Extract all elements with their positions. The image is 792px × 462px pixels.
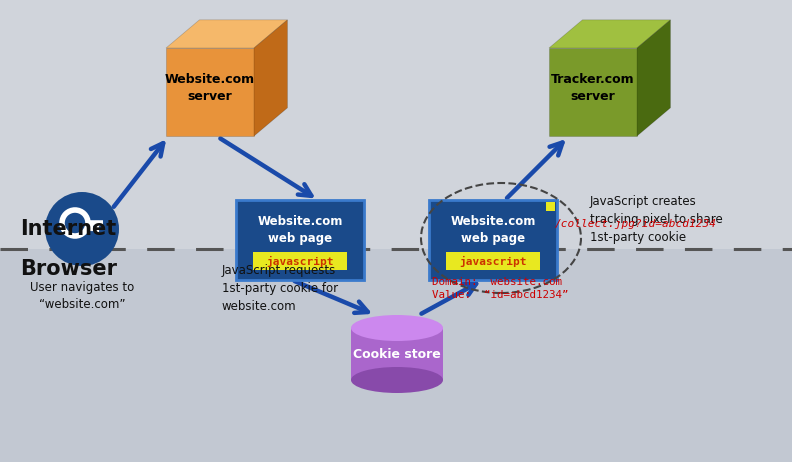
- Polygon shape: [166, 20, 287, 48]
- Text: Website.com
web page: Website.com web page: [451, 215, 535, 245]
- Polygon shape: [637, 20, 671, 136]
- Polygon shape: [549, 48, 637, 136]
- Polygon shape: [254, 20, 287, 136]
- Bar: [546, 202, 555, 211]
- Bar: [351, 328, 443, 380]
- Polygon shape: [549, 20, 671, 48]
- FancyBboxPatch shape: [253, 252, 348, 270]
- FancyBboxPatch shape: [429, 200, 557, 280]
- Text: /collect.jpg?id=abcd1234: /collect.jpg?id=abcd1234: [555, 219, 717, 230]
- Text: javascript: javascript: [459, 255, 527, 267]
- Circle shape: [45, 192, 119, 266]
- Text: Domain:  website.com: Domain: website.com: [432, 277, 562, 287]
- Text: Internet: Internet: [20, 219, 116, 239]
- Circle shape: [70, 218, 80, 228]
- Bar: [0, 0, 792, 249]
- Text: Browser: Browser: [20, 260, 117, 280]
- Text: JavaScript creates
tracking pixel to share
1st-party cookie: JavaScript creates tracking pixel to sha…: [590, 195, 723, 244]
- Text: Website.com
server: Website.com server: [165, 73, 255, 103]
- Text: Value:  “id=abcd1234”: Value: “id=abcd1234”: [432, 290, 569, 300]
- Ellipse shape: [351, 315, 443, 341]
- FancyBboxPatch shape: [446, 252, 540, 270]
- Polygon shape: [166, 48, 254, 136]
- Ellipse shape: [351, 367, 443, 393]
- Text: javascript: javascript: [266, 255, 333, 267]
- FancyBboxPatch shape: [236, 200, 364, 280]
- Bar: [0, 249, 792, 462]
- Text: JavaScript requests
1st-party cookie for
website.com: JavaScript requests 1st-party cookie for…: [222, 264, 338, 313]
- Text: Cookie store: Cookie store: [353, 347, 441, 360]
- Text: Website.com
web page: Website.com web page: [257, 215, 343, 245]
- Text: User navigates to
“website.com”: User navigates to “website.com”: [30, 281, 134, 311]
- Text: Tracker.com
server: Tracker.com server: [551, 73, 635, 103]
